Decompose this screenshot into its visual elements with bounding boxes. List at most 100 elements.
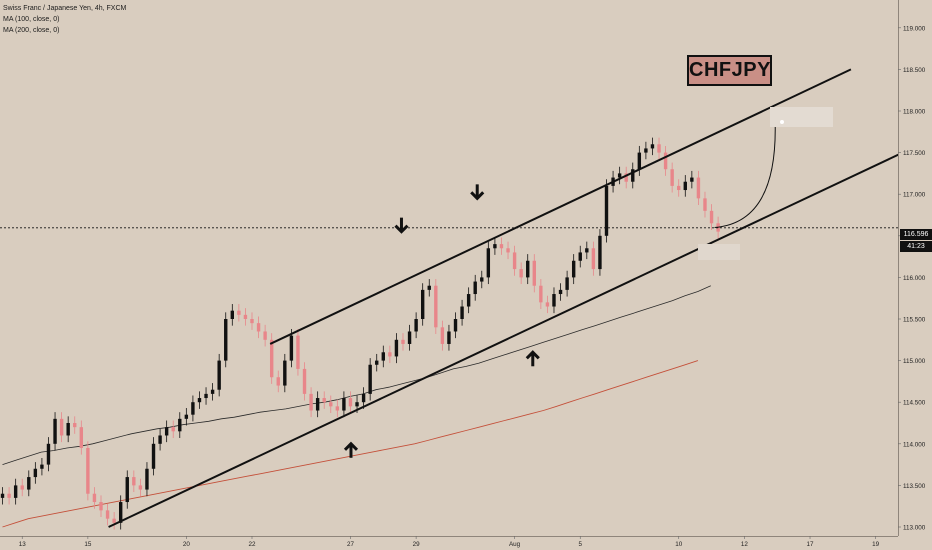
candle-body	[381, 352, 385, 361]
candle-body	[59, 418, 64, 436]
candle-body	[269, 339, 274, 378]
candle-body	[178, 418, 182, 432]
candle-body	[99, 502, 103, 511]
candle-body	[440, 327, 445, 344]
candle-body	[447, 331, 451, 344]
candle-body	[552, 294, 556, 307]
candle-body	[224, 319, 228, 361]
candle-body	[132, 477, 136, 486]
candle-body	[197, 398, 202, 403]
candle-body	[683, 181, 687, 191]
y-tick-label: 117.000	[903, 192, 926, 199]
candle-body	[20, 485, 24, 490]
candle-body	[256, 323, 261, 332]
x-tick-label: 29	[413, 541, 421, 548]
x-tick-label: 12	[741, 541, 749, 548]
up-arrow-1	[343, 441, 359, 458]
current-highlight	[698, 244, 740, 260]
candle-body	[434, 285, 438, 328]
candle-body	[145, 468, 149, 490]
up-arrow-2	[525, 350, 540, 367]
candle-body	[394, 339, 399, 357]
x-tick-label: 10	[675, 541, 683, 548]
candle-body	[532, 260, 536, 286]
candle-body	[677, 185, 681, 191]
candle-body	[375, 360, 379, 365]
x-tick-label: 27	[347, 541, 355, 548]
candle-body	[309, 393, 313, 411]
candle-body	[598, 235, 602, 270]
target-dot	[780, 120, 784, 124]
candle-body	[263, 331, 267, 340]
candle-body	[348, 398, 353, 407]
candle-body	[138, 485, 143, 490]
candle-body	[79, 427, 84, 448]
candle-body	[118, 502, 123, 523]
candle-body	[466, 294, 471, 307]
candle-body	[473, 281, 477, 295]
candle-body	[624, 173, 628, 182]
countdown-label: 41:23	[900, 241, 932, 252]
candle-body	[637, 152, 642, 170]
candle-body	[276, 377, 280, 386]
down-arrow-2-head	[470, 191, 485, 201]
candle-body	[329, 402, 333, 407]
plot-background	[0, 0, 898, 550]
candle-body	[545, 302, 550, 307]
candle-body	[539, 285, 543, 303]
candle-body	[696, 177, 701, 199]
candle-body	[73, 423, 77, 428]
candle-body	[407, 331, 412, 344]
last-price-label: 116.596	[900, 229, 932, 240]
ma100-legend: MA (100, close, 0)	[3, 16, 60, 23]
candle-body	[578, 252, 582, 261]
symbol-title: Swiss Franc / Japanese Yen, 4h, FXCM	[3, 5, 127, 12]
candle-body	[414, 319, 418, 332]
legend: Swiss Franc / Japanese Yen, 4h, FXCM MA …	[3, 3, 126, 36]
candle-body	[243, 314, 248, 319]
candle-body	[0, 493, 5, 498]
symbol-badge: CHFJPY	[687, 55, 772, 86]
x-tick-label: 19	[872, 541, 880, 548]
candle-body	[401, 339, 405, 344]
candle-body	[86, 447, 90, 494]
y-tick-label: 115.500	[903, 317, 926, 324]
candle-body	[644, 148, 648, 153]
candle-body	[112, 518, 116, 523]
ma200-legend: MA (200, close, 0)	[3, 27, 60, 34]
candle-body	[210, 389, 215, 394]
candle-body	[283, 360, 287, 386]
candle-body	[40, 464, 44, 469]
candle-body	[499, 244, 504, 249]
x-tick-label: 20	[183, 541, 191, 548]
candle-body	[355, 402, 359, 407]
candle-body	[361, 393, 366, 403]
candle-body	[420, 289, 425, 319]
candle-body	[322, 398, 326, 403]
candle-body	[335, 406, 340, 411]
candle-body	[663, 152, 668, 170]
candle-body	[53, 418, 57, 444]
candle-body	[151, 443, 156, 469]
candle-body	[427, 285, 431, 290]
candle-body	[493, 244, 497, 249]
x-tick-label: 5	[578, 541, 582, 548]
candle-body	[571, 260, 576, 278]
candle-body	[191, 402, 195, 415]
x-tick-label: 15	[84, 541, 92, 548]
candle-body	[184, 414, 189, 419]
y-tick-label: 114.500	[903, 400, 926, 407]
candle-body	[250, 319, 254, 324]
target-highlight	[770, 107, 833, 127]
candle-body	[460, 306, 464, 319]
channel-upper-line	[269, 68, 852, 345]
candle-body	[526, 260, 530, 278]
candle-body	[204, 393, 208, 399]
up-arrow-2-head	[525, 350, 540, 360]
candle-body	[217, 360, 221, 390]
candle-body	[342, 398, 346, 411]
candle-body	[512, 252, 517, 270]
candle-body	[368, 364, 372, 394]
x-tick-label: 22	[248, 541, 256, 548]
